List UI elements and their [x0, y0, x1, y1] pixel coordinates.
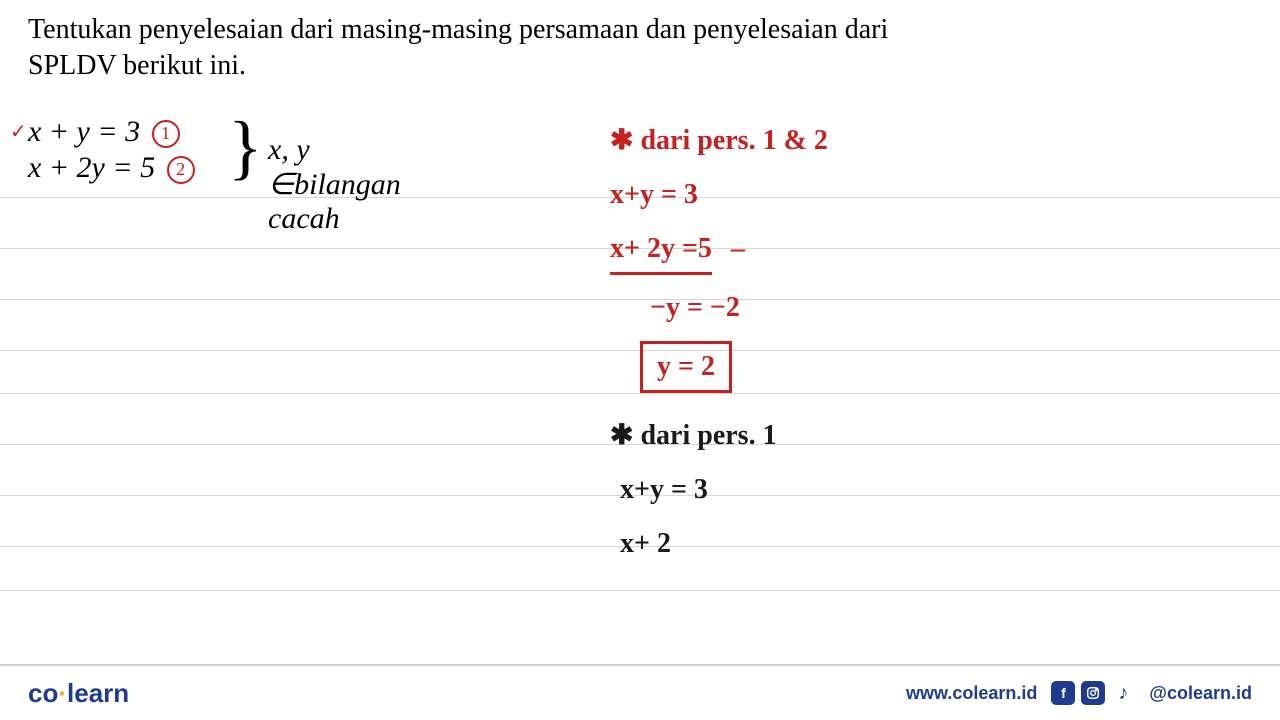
equations-block: ✓ x + y = 3 1 x + 2y = 5 2 } x, y ∈bilan… [28, 115, 195, 185]
facebook-icon: f [1051, 681, 1075, 705]
work-red-result-row: y = 2 [610, 341, 828, 393]
content-area: Tentukan penyelesaian dari masing-masing… [0, 0, 1280, 105]
eq2-text: x + 2y = 5 [28, 151, 155, 184]
work-red-step1: x+y = 3 [610, 174, 828, 216]
logo: co·learn [28, 678, 129, 709]
step2-underlined: x+ 2y =5 [610, 228, 712, 275]
work-area-black: ✱ dari pers. 1 x+y = 3 x+ 2 [610, 415, 777, 577]
eq1-text: x + y = 3 [28, 115, 140, 148]
problem-statement: Tentukan penyelesaian dari masing-masing… [28, 12, 1252, 85]
work-black-header: ✱ dari pers. 1 [610, 415, 777, 457]
circled-2: 2 [167, 156, 195, 184]
circled-1: 1 [152, 120, 180, 148]
equation-1: ✓ x + y = 3 1 [28, 115, 195, 149]
work-area-red: ✱ dari pers. 1 & 2 x+y = 3 x+ 2y =5 – −y… [610, 120, 828, 405]
boxed-result: y = 2 [640, 341, 732, 393]
problem-line1: Tentukan penyelesaian dari masing-masing… [28, 14, 888, 45]
instagram-icon [1081, 681, 1105, 705]
work-red-header: ✱ dari pers. 1 & 2 [610, 120, 828, 162]
tiktok-icon: ♪ [1111, 681, 1135, 705]
footer-right: www.colearn.id f ♪ @colearn.id [906, 681, 1252, 705]
logo-dot: · [58, 678, 67, 708]
work-black-step2: x+ 2 [620, 523, 777, 565]
minus-sign: – [731, 233, 745, 264]
problem-line2: SPLDV berikut ini. [28, 50, 246, 81]
work-red-step3: −y = −2 [650, 287, 828, 329]
footer-url: www.colearn.id [906, 683, 1037, 704]
work-black-step1: x+y = 3 [620, 469, 777, 511]
equation-2: x + 2y = 5 2 [28, 151, 195, 185]
work-red-step2: x+ 2y =5 – [610, 228, 828, 275]
logo-co: co [28, 678, 58, 708]
brace-icon: } [228, 111, 263, 183]
domain-text: x, y ∈bilangan cacah [268, 133, 401, 236]
social-icons: f ♪ [1051, 681, 1135, 705]
footer: co·learn www.colearn.id f ♪ @colearn.id [0, 664, 1280, 720]
logo-learn: learn [67, 678, 129, 708]
checkmark-icon: ✓ [10, 119, 27, 144]
footer-handle: @colearn.id [1149, 683, 1252, 704]
